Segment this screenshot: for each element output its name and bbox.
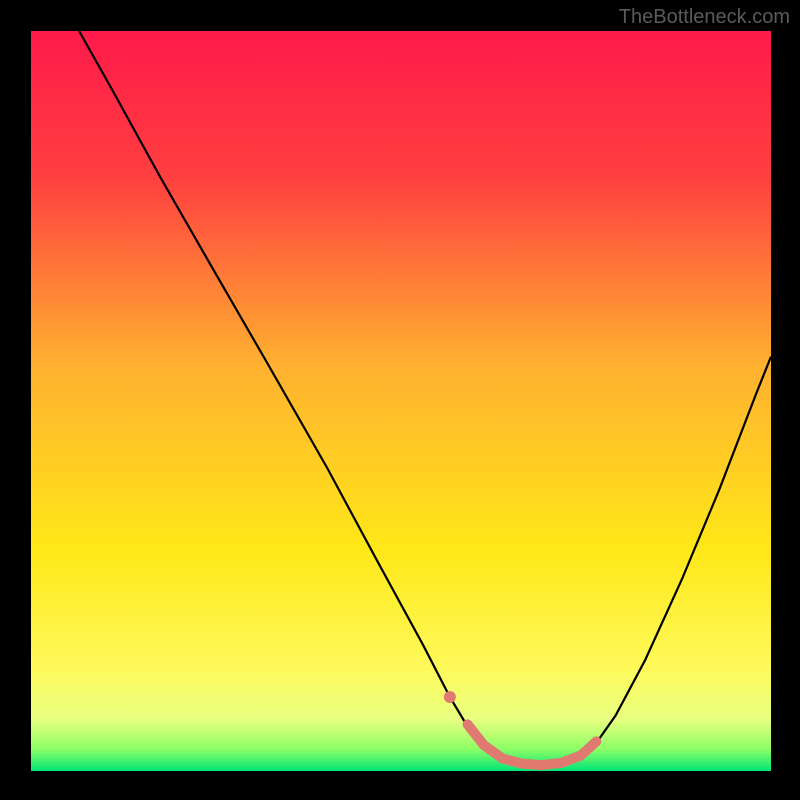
chart-svg [31, 31, 771, 771]
watermark-text: TheBottleneck.com [619, 6, 790, 29]
highlight-dot [444, 691, 456, 703]
chart-plot-area [31, 31, 771, 771]
highlight-segment [468, 724, 597, 765]
bottleneck-curve [79, 31, 771, 766]
